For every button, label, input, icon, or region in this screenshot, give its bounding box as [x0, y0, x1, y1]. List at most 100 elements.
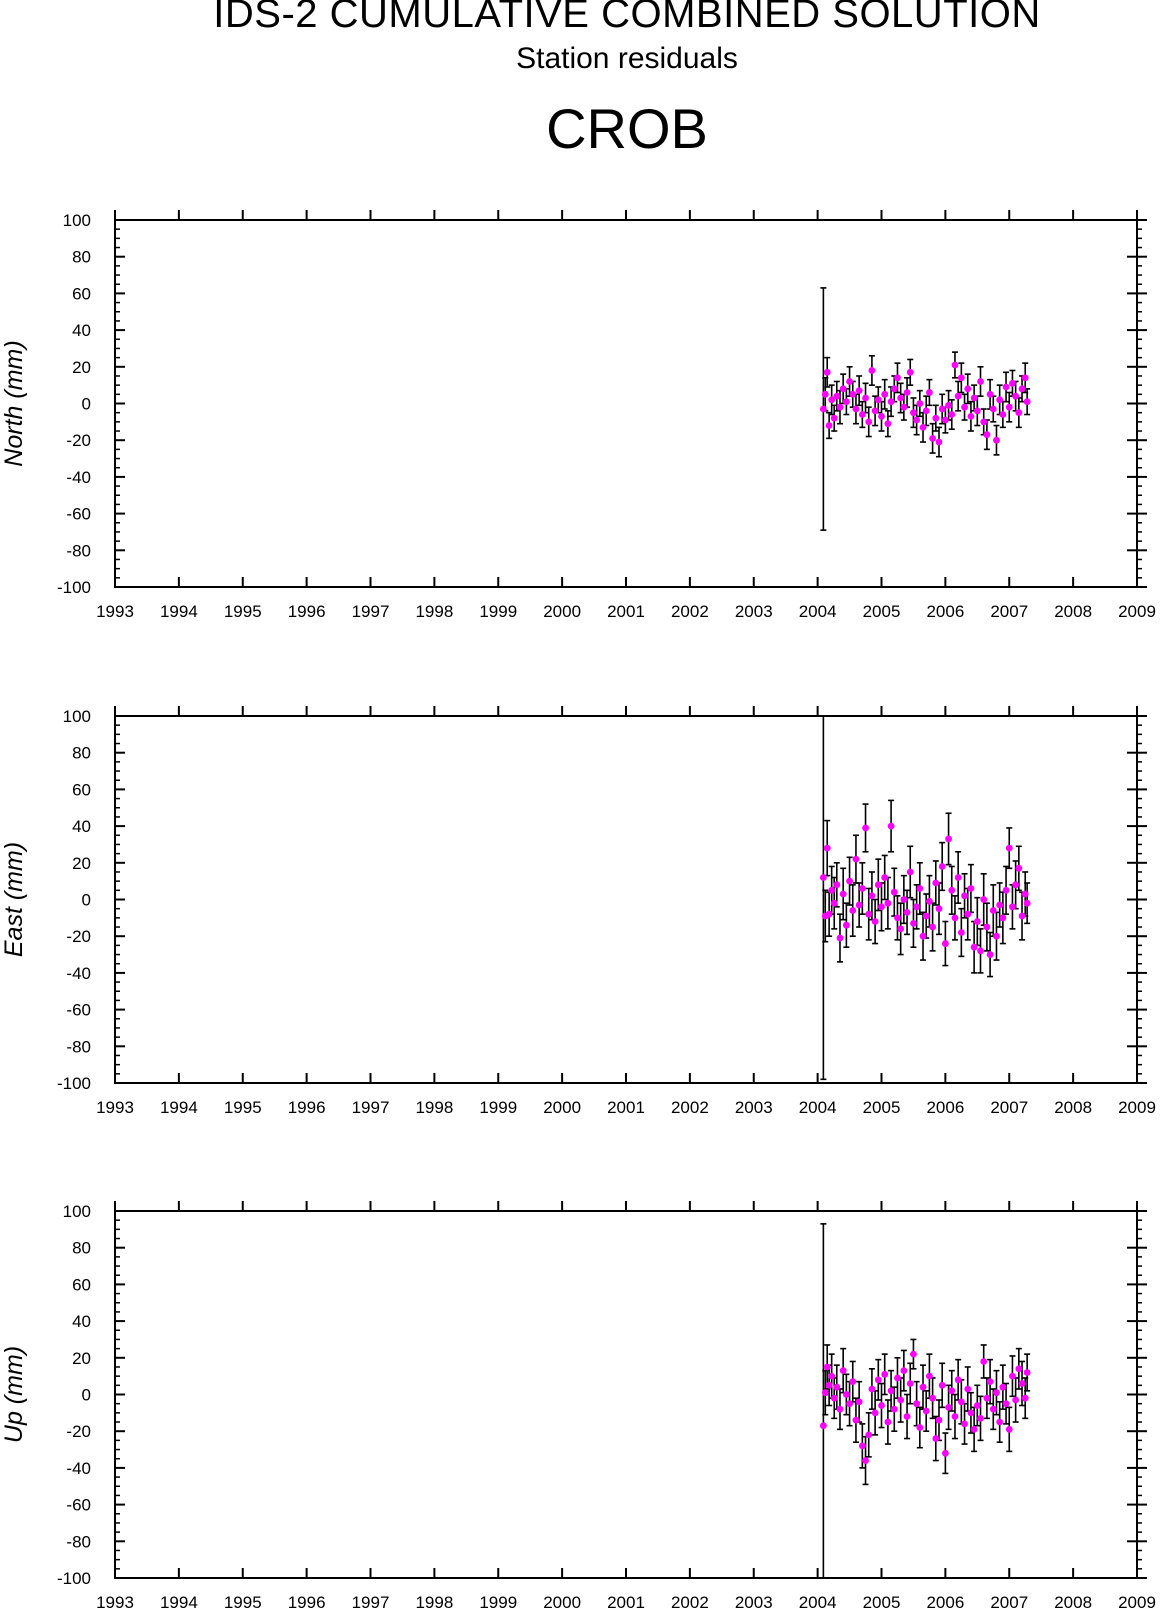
data-point: [887, 1387, 895, 1395]
data-point: [890, 385, 898, 393]
x-tick-label: 2001: [607, 1098, 645, 1117]
x-tick-label: 1993: [96, 602, 134, 621]
data-point: [830, 414, 838, 422]
data-point: [945, 835, 952, 843]
data-point: [865, 418, 873, 426]
data-point: [945, 1403, 952, 1411]
data-point: [967, 1409, 975, 1417]
data-point: [874, 1376, 882, 1384]
y-tick-label: 20: [72, 854, 91, 873]
y-tick-label: 0: [82, 891, 91, 910]
x-tick-label: 1997: [352, 1098, 390, 1117]
data-point: [941, 416, 949, 424]
data-point: [819, 1422, 827, 1430]
data-point: [825, 422, 833, 429]
data-point: [833, 1383, 841, 1391]
data-point: [1015, 1365, 1023, 1373]
y-tick-label: -80: [66, 1532, 91, 1551]
x-tick-label: 2000: [543, 1593, 581, 1612]
data-point: [1023, 1369, 1031, 1376]
data-point: [825, 1381, 833, 1389]
data-point: [1002, 1400, 1010, 1408]
data-point: [839, 385, 847, 393]
x-tick-label: 2000: [543, 1098, 581, 1117]
data-point: [948, 1387, 956, 1395]
y-tick-label: 20: [72, 358, 91, 377]
y-tick-label: -100: [57, 578, 91, 597]
data-point: [842, 1391, 850, 1398]
x-tick-label: 2000: [543, 602, 581, 621]
data-point: [852, 855, 860, 863]
data-point: [935, 905, 943, 913]
data-point: [849, 907, 857, 914]
x-tick-label: 2007: [990, 1098, 1028, 1117]
y-tick-label: -100: [57, 1569, 91, 1588]
x-tick-label: 1998: [415, 602, 453, 621]
data-point: [1009, 903, 1016, 911]
data-point: [884, 899, 892, 907]
x-tick-label: 1999: [479, 1593, 517, 1612]
data-point: [846, 378, 853, 385]
data-point: [941, 940, 949, 947]
page-subtitle: Station residuals: [516, 42, 738, 75]
data-point: [1018, 385, 1026, 393]
data-point: [1018, 1380, 1026, 1387]
x-tick-label: 2004: [799, 602, 837, 621]
data-point: [973, 918, 981, 925]
data-point: [1005, 403, 1013, 411]
x-tick-label: 1999: [479, 602, 517, 621]
data-point: [970, 1425, 978, 1433]
y-tick-label: 40: [72, 1312, 91, 1331]
x-tick-label: 2009: [1118, 1098, 1156, 1117]
data-point: [836, 403, 844, 411]
y-tick-label: 0: [82, 395, 91, 414]
x-tick-label: 1999: [479, 1098, 517, 1117]
data-point: [881, 874, 889, 881]
data-point: [855, 901, 863, 909]
data-point: [996, 901, 1004, 909]
x-tick-label: 2009: [1118, 602, 1156, 621]
data-point: [996, 1418, 1004, 1426]
data-point: [961, 892, 968, 900]
data-point: [922, 407, 930, 415]
data-point: [900, 1367, 908, 1375]
y-tick-label: -80: [66, 541, 91, 560]
data-point: [858, 411, 866, 418]
data-point: [926, 897, 933, 905]
y-tick-label: -60: [66, 1496, 91, 1515]
data-point: [957, 374, 965, 382]
data-point: [887, 822, 895, 830]
data-point: [961, 403, 968, 411]
data-point: [823, 368, 831, 376]
data-point: [897, 925, 905, 933]
data-point: [989, 1405, 997, 1413]
data-point: [839, 1367, 847, 1375]
x-tick-label: 1993: [96, 1098, 134, 1117]
data-point: [910, 409, 917, 417]
y-tick-label: 100: [63, 1202, 91, 1221]
x-tick-label: 2003: [735, 602, 773, 621]
data-point: [906, 868, 914, 876]
data-point: [919, 423, 927, 431]
data-point: [938, 1381, 946, 1389]
x-tick-label: 2007: [990, 602, 1028, 621]
data-point: [855, 387, 863, 395]
data-point: [926, 1372, 933, 1380]
data-point: [862, 394, 869, 402]
x-tick-label: 1994: [160, 1098, 198, 1117]
x-tick-label: 2002: [671, 1593, 709, 1612]
data-point: [1021, 1394, 1029, 1402]
data-point: [932, 879, 940, 887]
data-point: [929, 434, 936, 442]
data-point: [964, 1385, 972, 1393]
y-tick-label: 100: [63, 211, 91, 230]
data-point: [922, 912, 930, 920]
data-point: [980, 1358, 988, 1365]
data-point: [849, 390, 857, 398]
y-axis-title: Up (mm): [0, 1346, 28, 1443]
data-point: [903, 908, 911, 916]
data-point: [1002, 886, 1010, 894]
data-point: [903, 389, 911, 396]
x-tick-label: 2001: [607, 602, 645, 621]
